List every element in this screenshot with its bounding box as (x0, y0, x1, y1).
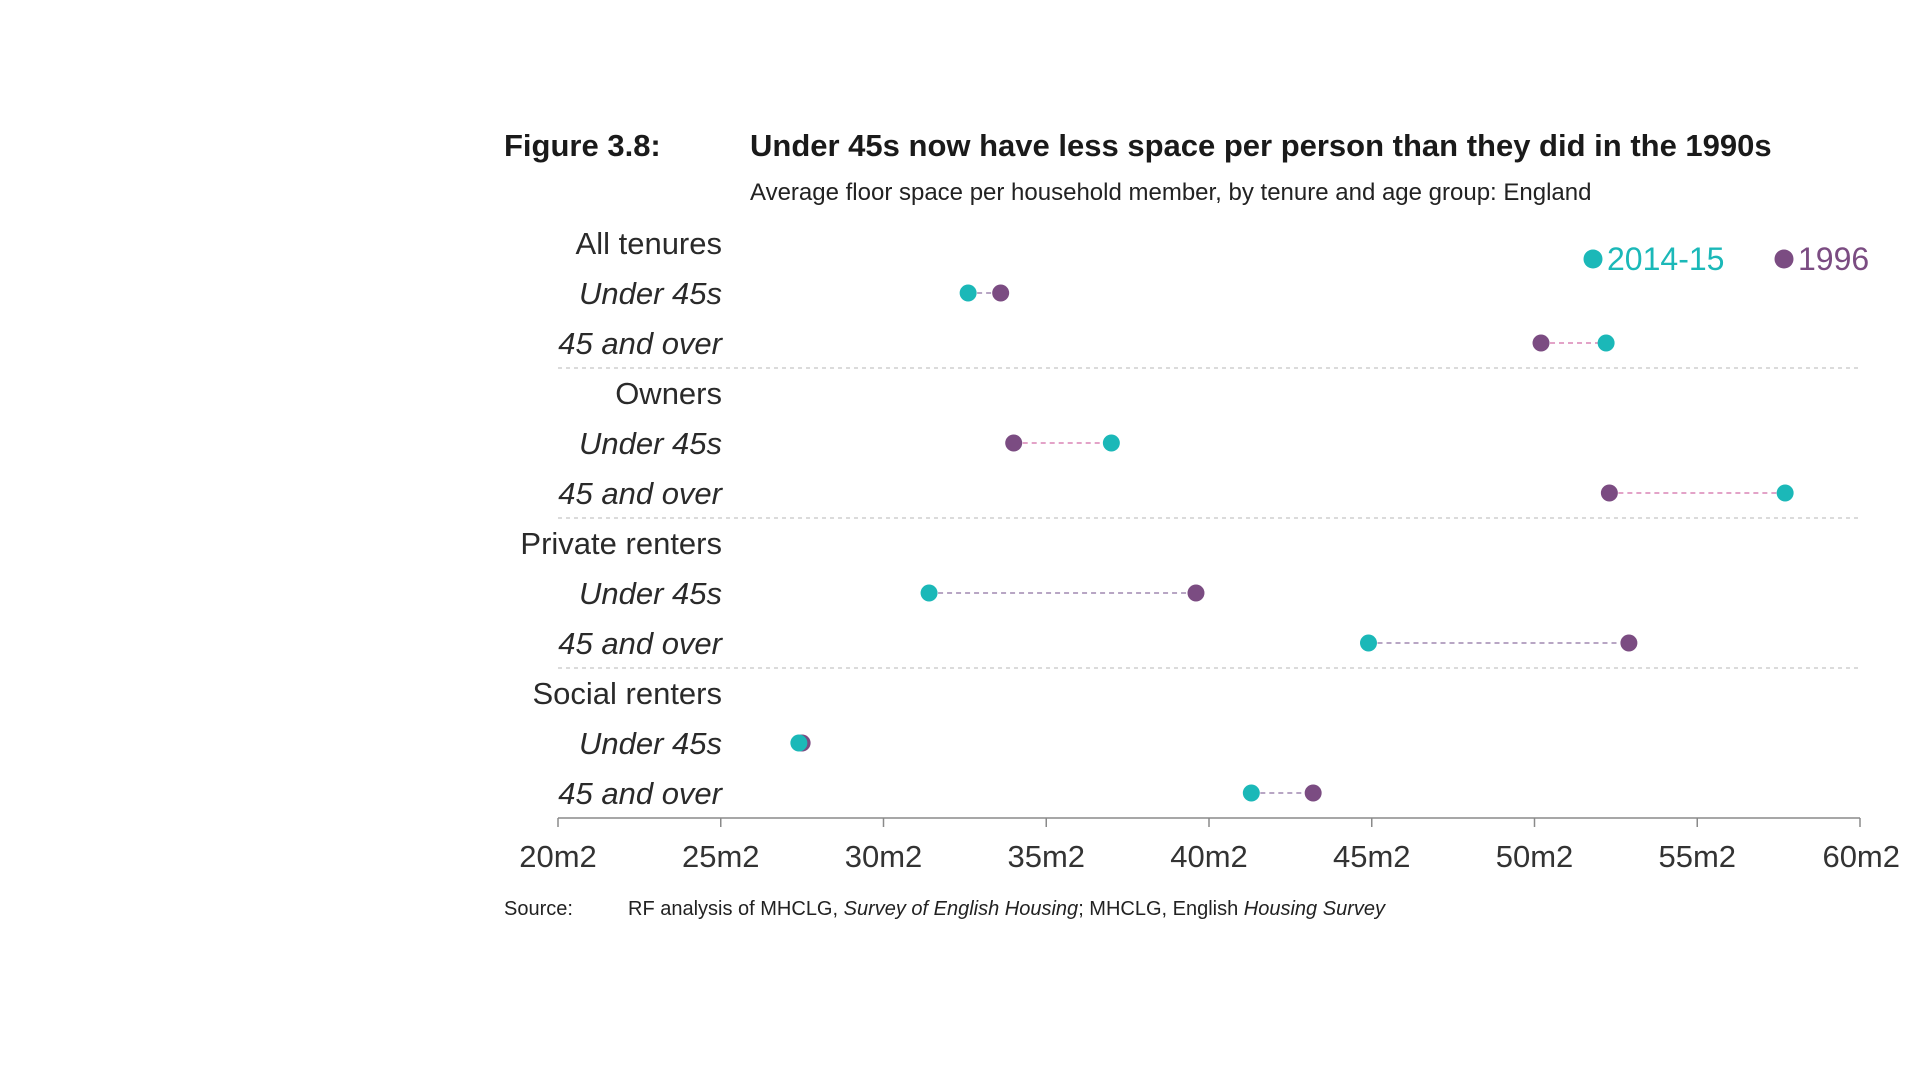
chart-title: Under 45s now have less space per person… (750, 128, 1772, 163)
legend-label: 1996 (1798, 241, 1869, 277)
row-label: 45 and over (558, 326, 723, 361)
x-tick-label: 40m2 (1170, 839, 1248, 874)
data-points (790, 284, 1794, 802)
legend: 2014-15 1996 (1583, 241, 1869, 277)
dot-2014-15 (790, 734, 808, 752)
row-label: 45 and over (558, 476, 723, 511)
dot-2014-15 (920, 584, 938, 602)
source-text-part: RF analysis of MHCLG, (628, 898, 844, 920)
dot-1996 (1532, 334, 1550, 352)
dot-1996 (1304, 784, 1322, 802)
chart-subtitle: Average floor space per household member… (750, 179, 1592, 206)
category-labels: All tenures Under 45s 45 and over Owners Und… (520, 226, 723, 811)
group-label: Private renters (520, 526, 722, 561)
row-label: Under 45s (579, 276, 722, 311)
group-label: Social renters (532, 676, 722, 711)
dot-1996 (1620, 634, 1638, 652)
x-tick-label: 50m2 (1496, 839, 1574, 874)
legend-label: 2014-15 (1607, 241, 1724, 277)
source-text-part: ; MHCLG, English (1078, 898, 1244, 920)
dot-1996 (1187, 584, 1205, 602)
dot-2014-15 (1102, 434, 1120, 452)
dot-2014-15 (1776, 484, 1794, 502)
source-label: Source: (504, 898, 573, 920)
row-label: Under 45s (579, 426, 722, 461)
figure-label: Figure 3.8: (504, 128, 661, 163)
row-label: 45 and over (558, 626, 723, 661)
legend-swatch (1774, 249, 1794, 269)
dot-1996 (1005, 434, 1023, 452)
group-separators (558, 367, 1860, 669)
dot-2014-15 (1242, 784, 1260, 802)
source-text: RF analysis of MHCLG, Survey of English … (628, 898, 1385, 920)
x-tick-label: 45m2 (1333, 839, 1411, 874)
x-tick-label: 25m2 (682, 839, 760, 874)
group-label: Owners (615, 376, 722, 411)
row-label: Under 45s (579, 576, 722, 611)
dot-2014-15 (1597, 334, 1615, 352)
x-axis: 20m2 25m2 30m2 35m2 40m2 45m2 50m2 55m2 60m2 (519, 817, 1900, 874)
dot-2014-15 (1359, 634, 1377, 652)
dot-1996 (1600, 484, 1618, 502)
dot-2014-15 (959, 284, 977, 302)
row-label: Under 45s (579, 726, 722, 761)
row-label: 45 and over (558, 776, 723, 811)
x-tick-label: 20m2 (519, 839, 597, 874)
source-text-part: Housing Survey (1243, 898, 1385, 920)
source-note: Source: RF analysis of MHCLG, Survey of E… (504, 898, 1385, 921)
x-tick-label: 60m2 (1822, 839, 1900, 874)
x-tick-label: 35m2 (1007, 839, 1085, 874)
group-label: All tenures (576, 226, 722, 261)
source-text-part: Survey of English Housing (843, 898, 1079, 920)
dot-1996 (992, 284, 1010, 302)
x-tick-label: 30m2 (845, 839, 923, 874)
legend-swatch (1583, 249, 1603, 269)
x-tick-label: 55m2 (1658, 839, 1736, 874)
connector-lines (798, 292, 1786, 794)
